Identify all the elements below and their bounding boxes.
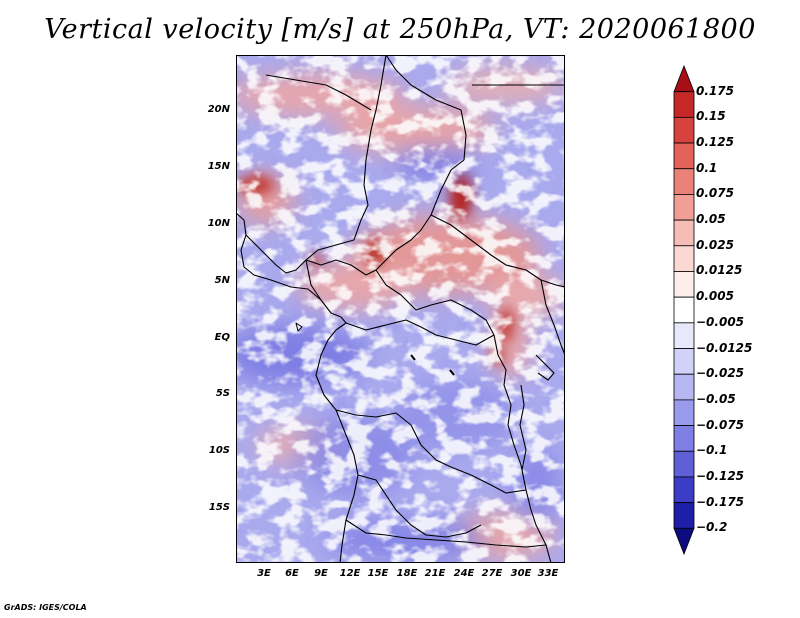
colorbar-tick-label: −0.175 xyxy=(696,494,745,509)
colorbar-segments xyxy=(673,64,695,556)
coastlines-and-borders xyxy=(236,55,565,563)
colorbar-segment xyxy=(673,64,695,93)
lon-label: 27E xyxy=(481,568,503,579)
map-frame xyxy=(236,55,565,563)
colorbar-segment xyxy=(673,296,695,324)
lon-label: 30E xyxy=(510,568,532,579)
lat-label: 15S xyxy=(208,502,230,513)
colorbar-tick-label: −0.0125 xyxy=(696,340,753,355)
colorbar-tick-label: −0.005 xyxy=(696,314,745,329)
colorbar-segment xyxy=(673,450,695,478)
lon-label: 15E xyxy=(367,568,389,579)
colorbar-tick-label: 0.125 xyxy=(696,135,734,150)
colorbar-tick-label: 0.005 xyxy=(696,289,734,304)
colorbar-segment xyxy=(673,322,695,349)
lon-label: 33E xyxy=(537,568,559,579)
colorbar-tick-label: 0.175 xyxy=(696,83,734,98)
colorbar-segment xyxy=(673,168,695,195)
colorbar-tick-label: −0.2 xyxy=(696,520,728,535)
colorbar-tick-label: −0.1 xyxy=(696,443,728,458)
colorbar xyxy=(673,64,695,556)
lon-label: 9E xyxy=(314,568,328,579)
colorbar-tick-label: −0.05 xyxy=(696,391,736,406)
colorbar-tick-label: 0.15 xyxy=(696,109,726,124)
colorbar-segment xyxy=(673,348,695,375)
colorbar-segment xyxy=(673,502,695,529)
lon-label: 24E xyxy=(453,568,475,579)
lat-label: 5N xyxy=(214,275,230,286)
colorbar-segment xyxy=(673,194,695,221)
map-panel xyxy=(236,55,565,563)
credit-text: GrADS: IGES/COLA xyxy=(4,603,87,612)
field-texture-light xyxy=(236,55,565,563)
lon-label: 18E xyxy=(396,568,418,579)
colorbar-tick-label: 0.075 xyxy=(696,186,734,201)
lon-label: 6E xyxy=(285,568,299,579)
colorbar-tick-label: −0.025 xyxy=(696,366,745,381)
colorbar-segment xyxy=(673,399,695,426)
colorbar-tick-label: 0.1 xyxy=(696,160,718,175)
chart-title: Vertical velocity [m/s] at 250hPa, VT: 2… xyxy=(44,14,756,45)
colorbar-tick-label: −0.075 xyxy=(696,417,745,432)
lat-label: 15N xyxy=(207,161,230,172)
lat-label: EQ xyxy=(214,332,230,343)
colorbar-segment xyxy=(673,425,695,452)
colorbar-tick-label: 0.0125 xyxy=(696,263,743,278)
lat-label: 20N xyxy=(207,104,230,115)
lon-label: 21E xyxy=(424,568,446,579)
lon-label: 3E xyxy=(257,568,271,579)
lat-label: 10S xyxy=(208,445,230,456)
lon-label: 12E xyxy=(339,568,361,579)
colorbar-segment xyxy=(673,527,695,556)
velocity-field-map xyxy=(236,55,565,563)
colorbar-segment xyxy=(673,142,695,170)
colorbar-segment xyxy=(673,476,695,504)
colorbar-segment xyxy=(673,245,695,272)
colorbar-segment xyxy=(673,91,695,118)
colorbar-tick-label: 0.05 xyxy=(696,212,726,227)
colorbar-tick-label: 0.025 xyxy=(696,237,734,252)
colorbar-segment xyxy=(673,373,695,401)
lat-label: 10N xyxy=(207,218,230,229)
colorbar-tick-label: −0.125 xyxy=(696,468,745,483)
colorbar-segment xyxy=(673,219,695,247)
colorbar-segment xyxy=(673,116,695,144)
lat-label: 5S xyxy=(215,388,230,399)
colorbar-segment xyxy=(673,271,695,298)
